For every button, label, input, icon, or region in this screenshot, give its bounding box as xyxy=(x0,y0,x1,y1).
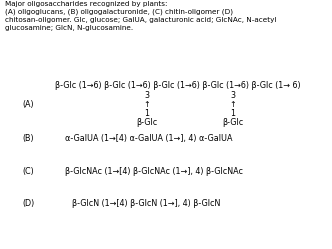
Text: ↑: ↑ xyxy=(230,100,236,109)
Text: 3: 3 xyxy=(230,91,235,100)
Text: β-Glc: β-Glc xyxy=(222,118,244,127)
Text: 3: 3 xyxy=(144,91,149,100)
Text: (D): (D) xyxy=(22,199,34,208)
Text: (A): (A) xyxy=(22,100,34,109)
Text: β-Glc (1→6) β-Glc (1→6) β-Glc (1→6) β-Glc (1→6) β-Glc (1→ 6): β-Glc (1→6) β-Glc (1→6) β-Glc (1→6) β-Gl… xyxy=(55,81,300,90)
Text: β-Glc: β-Glc xyxy=(136,118,158,127)
Text: Major oligosaccharides recognized by plants:
(A) oligoglucans, (B) oligogalactur: Major oligosaccharides recognized by pla… xyxy=(5,1,276,31)
Text: α-GalUA (1→[4) α-GalUA (1→], 4) α-GalUA: α-GalUA (1→[4) α-GalUA (1→], 4) α-GalUA xyxy=(65,134,232,143)
Text: β-GlcNAc (1→[4) β-GlcNAc (1→], 4) β-GlcNAc: β-GlcNAc (1→[4) β-GlcNAc (1→], 4) β-GlcN… xyxy=(65,167,243,176)
Text: β-GlcN (1→[4) β-GlcN (1→], 4) β-GlcN: β-GlcN (1→[4) β-GlcN (1→], 4) β-GlcN xyxy=(72,199,220,208)
Text: ↑: ↑ xyxy=(144,100,150,109)
Text: (B): (B) xyxy=(22,134,34,143)
Text: 1: 1 xyxy=(230,109,235,118)
Text: (C): (C) xyxy=(22,167,34,176)
Text: 1: 1 xyxy=(144,109,149,118)
